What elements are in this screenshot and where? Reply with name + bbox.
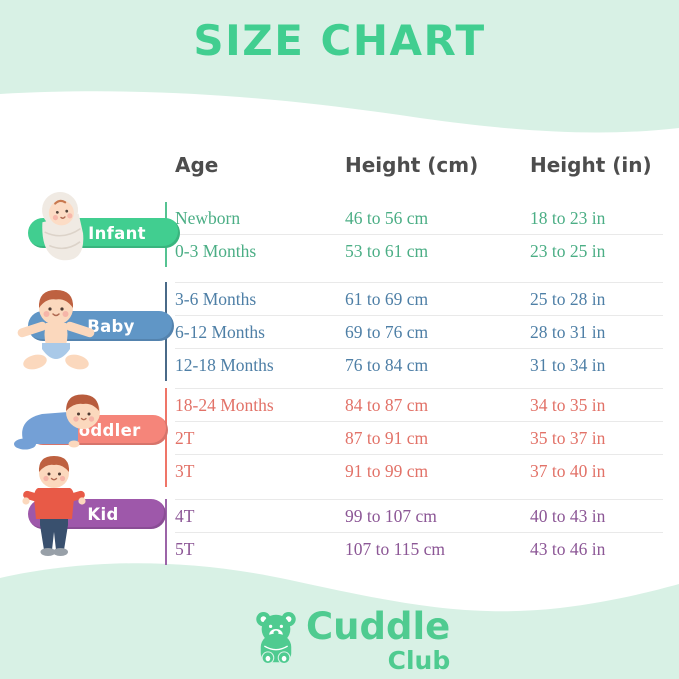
height-cm-cell: 84 to 87 cm	[345, 394, 429, 415]
age-cell: 5T	[175, 538, 195, 559]
pill-label: Baby	[87, 316, 135, 336]
top-wave-decoration	[0, 0, 679, 133]
height-cm-cell: 76 to 84 cm	[345, 354, 429, 375]
table-row: 3T 91 to 99 cm 37 to 40 in	[175, 454, 663, 487]
table-row: 5T 107 to 115 cm 43 to 46 in	[175, 532, 663, 565]
table-row: 3-6 Months 61 to 69 cm 25 to 28 in	[175, 282, 663, 315]
brand-name-primary: Cuddle	[306, 605, 451, 648]
height-in-cell: 35 to 37 in	[530, 427, 606, 448]
table-row: 18-24 Months 84 to 87 cm 34 to 35 in	[175, 388, 663, 421]
group-baby-rows: 3-6 Months 61 to 69 cm 25 to 28 in 6-12 …	[165, 282, 663, 381]
sitting-baby-illustration	[17, 290, 95, 370]
height-cm-cell: 107 to 115 cm	[345, 538, 445, 559]
bottom-wave-decoration	[0, 563, 679, 679]
pill-label: Infant	[88, 223, 146, 243]
height-cm-cell: 99 to 107 cm	[345, 505, 437, 526]
age-cell: 4T	[175, 505, 195, 526]
height-in-cell: 31 to 34 in	[530, 354, 606, 375]
age-cell: 6-12 Months	[175, 321, 265, 342]
table-row: Newborn 46 to 56 cm 18 to 23 in	[175, 202, 663, 234]
header-age: Age	[175, 153, 219, 177]
brand-logo: Cuddle Club	[250, 605, 451, 675]
table-row: 4T 99 to 107 cm 40 to 43 in	[175, 499, 663, 532]
height-in-cell: 37 to 40 in	[530, 460, 606, 481]
swaddled-infant-illustration	[42, 191, 84, 261]
group-kid-rows: 4T 99 to 107 cm 40 to 43 in 5T 107 to 11…	[165, 499, 663, 565]
page-title: SIZE CHART	[193, 16, 486, 65]
height-cm-cell: 91 to 99 cm	[345, 460, 429, 481]
table-row: 6-12 Months 69 to 76 cm 28 to 31 in	[175, 315, 663, 348]
table-row: 12-18 Months 76 to 84 cm 31 to 34 in	[175, 348, 663, 381]
table-row: 0-3 Months 53 to 61 cm 23 to 25 in	[175, 234, 663, 267]
height-cm-cell: 69 to 76 cm	[345, 321, 429, 342]
height-cm-cell: 46 to 56 cm	[345, 207, 429, 228]
age-cell: 12-18 Months	[175, 354, 274, 375]
age-cell: 3T	[175, 460, 195, 481]
height-in-cell: 23 to 25 in	[530, 240, 606, 261]
height-in-cell: 25 to 28 in	[530, 288, 606, 309]
group-toddler-rows: 18-24 Months 84 to 87 cm 34 to 35 in 2T …	[165, 388, 663, 487]
brand-name-secondary: Club	[387, 645, 451, 675]
height-in-cell: 40 to 43 in	[530, 505, 606, 526]
table-row: 2T 87 to 91 cm 35 to 37 in	[175, 421, 663, 454]
standing-kid-illustration	[22, 456, 86, 556]
crawling-toddler-illustration	[14, 394, 100, 450]
teddy-bear-icon	[256, 612, 296, 665]
age-cell: Newborn	[175, 207, 241, 228]
height-cm-cell: 61 to 69 cm	[345, 288, 429, 309]
pill-label: Kid	[87, 504, 119, 524]
header-height-cm: Height (cm)	[345, 153, 479, 177]
height-cm-cell: 87 to 91 cm	[345, 427, 429, 448]
age-cell: 2T	[175, 427, 195, 448]
age-cell: 18-24 Months	[175, 394, 274, 415]
height-in-cell: 28 to 31 in	[530, 321, 606, 342]
height-cm-cell: 53 to 61 cm	[345, 240, 429, 261]
height-in-cell: 43 to 46 in	[530, 538, 606, 559]
age-cell: 3-6 Months	[175, 288, 257, 309]
table-header-row: Age Height (cm) Height (in)	[165, 150, 663, 180]
group-infant-rows: Newborn 46 to 56 cm 18 to 23 in 0-3 Mont…	[165, 202, 663, 267]
height-in-cell: 34 to 35 in	[530, 394, 606, 415]
height-in-cell: 18 to 23 in	[530, 207, 606, 228]
brand-name: Cuddle Club	[306, 605, 451, 675]
age-cell: 0-3 Months	[175, 240, 257, 261]
header-height-in: Height (in)	[530, 153, 652, 177]
size-table: Age Height (cm) Height (in) Newborn 46 t…	[165, 150, 663, 565]
